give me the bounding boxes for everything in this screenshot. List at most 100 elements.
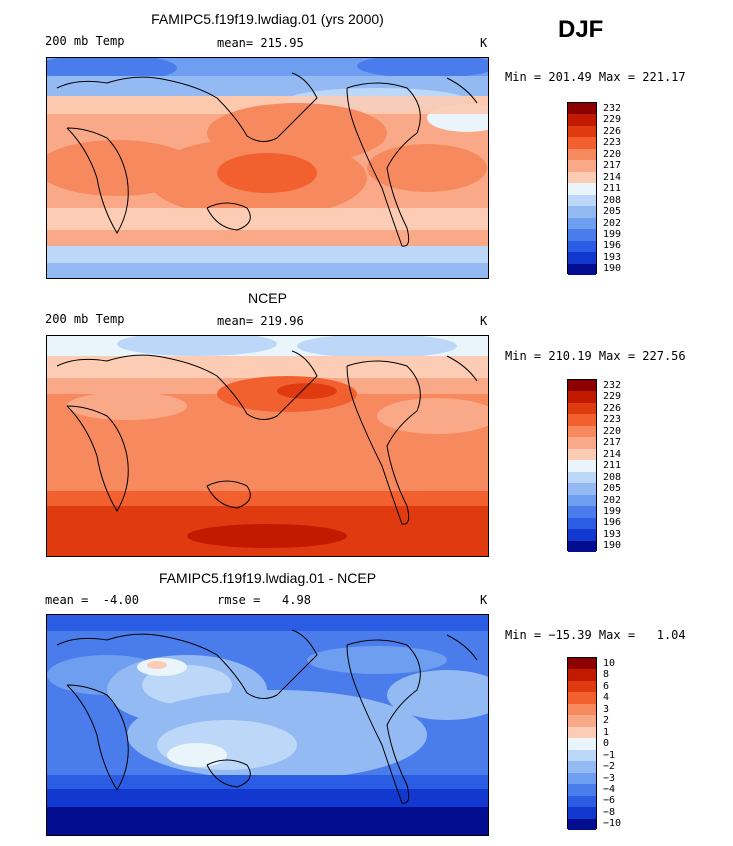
- panel-1-swatch: [568, 171, 596, 184]
- panel-3-tick-label: −2: [603, 761, 616, 772]
- panel-3-coastlines: [56, 629, 478, 804]
- panel-1-tick-label: 211: [603, 183, 622, 194]
- panel-3-tick-label: 8: [603, 669, 610, 680]
- panel-2-tick-label: 205: [603, 483, 622, 494]
- panel-1-swatch: [568, 263, 596, 275]
- panel-2-swatch: [568, 414, 596, 426]
- panel-3-tick-label: 10: [603, 658, 616, 669]
- panel-3-mean-label: mean = -4.00: [45, 593, 139, 607]
- panel-1-tick-label: 226: [603, 126, 622, 137]
- panel-2-tick-label: 223: [603, 414, 622, 425]
- panel-1-tick-label: 232: [603, 103, 622, 114]
- panel-3-contour-field: [47, 615, 488, 835]
- panel-1-swatch: [568, 183, 596, 195]
- panel-2-colorbar: [567, 379, 597, 552]
- panel-3-swatch: [568, 784, 596, 796]
- panel-1-contour-field: [47, 58, 488, 278]
- panel-2-tick-label: 196: [603, 517, 622, 528]
- panel-3-tick-label: −3: [603, 773, 616, 784]
- panel-1-swatch: [568, 252, 596, 264]
- panel-2-swatch: [568, 448, 596, 461]
- panel-2-unit: K: [480, 314, 488, 328]
- panel-3-title: FAMIPC5.f19f19.lwdiag.01 - NCEP: [158, 570, 377, 586]
- panel-1-title: FAMIPC5.f19f19.lwdiag.01 (yrs 2000): [151, 11, 384, 27]
- panel-1-swatch: [568, 114, 596, 126]
- panel-1-colorbar: [567, 102, 597, 275]
- panel-3-colorbar: [567, 657, 597, 830]
- panel-1-tick-label: 190: [603, 263, 622, 274]
- panel-1-unit: K: [480, 36, 488, 50]
- panel-2-swatch: [568, 517, 596, 530]
- panel-1-min-max: Min = 201.49 Max = 221.17: [505, 70, 686, 84]
- panel-2-swatch: [568, 529, 596, 541]
- panel-3-tick-label: −8: [603, 807, 616, 818]
- panel-3-swatch: [568, 749, 596, 762]
- panel-2-tick-label: 199: [603, 506, 622, 517]
- panel-3-swatch: [568, 669, 596, 681]
- panel-1-tick-label: 229: [603, 114, 622, 125]
- panel-1-swatch: [568, 217, 596, 230]
- panel-1-swatch: [568, 103, 596, 115]
- panel-3-tick-label: 1: [603, 727, 610, 738]
- panel-1-tick-label: 205: [603, 206, 622, 217]
- panel-3-rmse-label: rmse = 4.98: [217, 593, 311, 607]
- panel-2-tick-label: 202: [603, 495, 622, 506]
- panel-1-tick-label: 214: [603, 172, 622, 183]
- panel-1-tick-label: 208: [603, 195, 622, 206]
- panel-2-swatch: [568, 391, 596, 403]
- panel-2-mean-label: mean= 219.96: [217, 314, 304, 328]
- panel-1-mean-label: mean= 215.95: [217, 36, 304, 50]
- panel-2-tick-label: 229: [603, 391, 622, 402]
- panel-1-variable-label: 200 mb Temp: [45, 34, 125, 48]
- panel-3-swatch: [568, 692, 596, 704]
- panel-1-swatch: [568, 240, 596, 253]
- panel-3-tick-label: −1: [603, 750, 616, 761]
- panel-1-swatch: [568, 137, 596, 149]
- panel-1-tick-label: 202: [603, 218, 622, 229]
- panel-2-tick-label: 208: [603, 472, 622, 483]
- panel-3-tick-label: −6: [603, 795, 616, 806]
- panel-2-variable-label: 200 mb Temp: [45, 312, 125, 326]
- panel-2-tick-label: 220: [603, 426, 622, 437]
- panel-3-swatch: [568, 726, 596, 739]
- panel-3-swatch: [568, 658, 596, 670]
- panel-2-swatch: [568, 540, 596, 552]
- panel-3-swatch: [568, 738, 596, 750]
- panel-3-map: [46, 614, 489, 836]
- panel-3-swatch: [568, 680, 596, 693]
- panel-3-unit: K: [480, 593, 488, 607]
- panel-3-swatch: [568, 795, 596, 808]
- panel-1-swatch: [568, 148, 596, 161]
- panel-2-tick-label: 214: [603, 449, 622, 460]
- panel-3-swatch: [568, 761, 596, 773]
- panel-2-swatch: [568, 380, 596, 392]
- panel-2-swatch: [568, 471, 596, 484]
- panel-2-swatch: [568, 483, 596, 495]
- panel-3-swatch: [568, 715, 596, 727]
- panel-2-tick-label: 226: [603, 403, 622, 414]
- season-label: DJF: [558, 16, 604, 43]
- panel-3-tick-label: −10: [603, 818, 622, 829]
- panel-1-tick-label: 223: [603, 137, 622, 148]
- panel-1-swatch: [568, 229, 596, 241]
- panel-1-tick-label: 193: [603, 252, 622, 263]
- panel-3-swatch: [568, 818, 596, 830]
- panel-1-tick-label: 217: [603, 160, 622, 171]
- panel-3-tick-label: −4: [603, 784, 616, 795]
- panel-3-tick-label: 4: [603, 692, 610, 703]
- panel-2-swatch: [568, 437, 596, 449]
- panel-2-tick-label: 232: [603, 380, 622, 391]
- panel-3-min-max: Min = −15.39 Max = 1.04: [505, 628, 686, 642]
- panel-3-swatch: [568, 703, 596, 716]
- panel-2-tick-label: 193: [603, 529, 622, 540]
- panel-2-tick-label: 211: [603, 460, 622, 471]
- panel-2-coastlines: [56, 350, 478, 525]
- panel-3-swatch: [568, 807, 596, 819]
- panel-2-min-max: Min = 210.19 Max = 227.56: [505, 349, 686, 363]
- panel-2-swatch: [568, 460, 596, 472]
- panel-3-tick-label: 6: [603, 681, 610, 692]
- panel-3-tick-label: 0: [603, 738, 610, 749]
- panel-2-contour-field: [47, 336, 488, 556]
- panel-2-swatch: [568, 506, 596, 518]
- panel-1-coastlines: [56, 72, 478, 247]
